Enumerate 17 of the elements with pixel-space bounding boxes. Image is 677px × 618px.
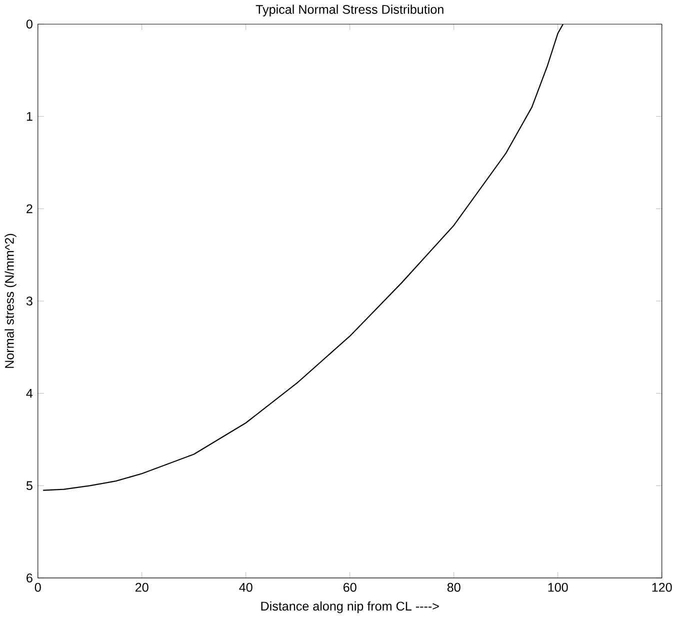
x-axis-title: Distance along nip from CL ----> bbox=[261, 602, 439, 614]
x-tick-label: 40 bbox=[239, 583, 252, 592]
x-tick-label: 60 bbox=[344, 583, 356, 592]
y-tick-label: 3 bbox=[26, 296, 32, 306]
y-tick-label: 5 bbox=[26, 481, 32, 490]
x-tick-label: 0 bbox=[34, 583, 41, 592]
x-tick-label: 80 bbox=[447, 583, 460, 592]
y-tick-label: 0 bbox=[26, 20, 32, 29]
y-axis-title: Normal stress (N/mm^2) bbox=[4, 234, 16, 368]
y-tick-label: 4 bbox=[26, 389, 33, 398]
x-tick-label: 20 bbox=[136, 583, 148, 592]
x-tick-label: 100 bbox=[548, 583, 568, 592]
x-tick-label: 120 bbox=[652, 583, 672, 592]
chart-title: Typical Normal Stress Distribution bbox=[256, 4, 444, 16]
y-tick-label: 2 bbox=[26, 204, 32, 214]
y-tick-label: 1 bbox=[26, 112, 32, 121]
y-tick-label: 6 bbox=[26, 574, 32, 583]
